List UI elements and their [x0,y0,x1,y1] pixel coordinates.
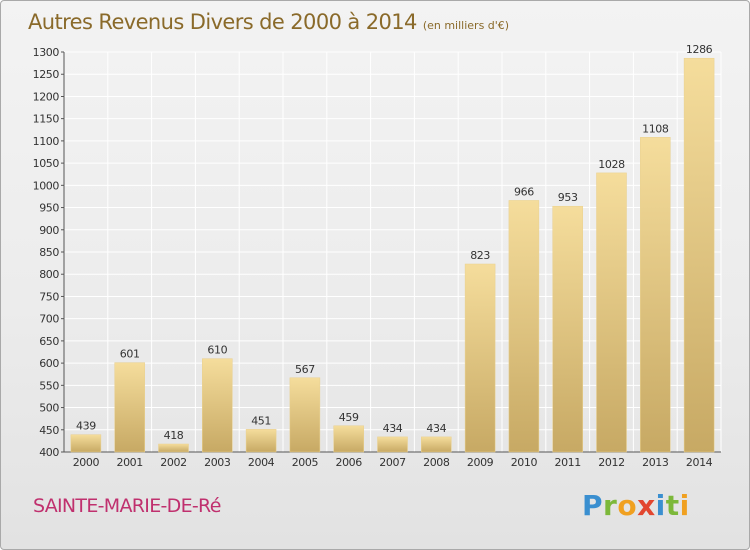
bar-2005 [289,377,321,453]
bar-2011 [552,205,583,453]
y-tick-label: 400 [39,446,59,459]
value-label: 953 [558,191,578,204]
y-tick-labels: 400 450 500 550 600 650 700 750 800 850 900 950 1000… [33,46,60,459]
x-tick-label: 2000 [73,456,100,469]
y-tick-label: 1200 [33,90,60,103]
value-label: 1028 [598,158,625,171]
x-tick-labels: 2000 2001 2002 2003 2004 2005 2006 2007 2008 2009… [73,456,713,469]
y-tick-label: 1050 [33,157,60,170]
bar-2008 [421,436,452,453]
bar-2013 [640,137,671,453]
x-tick-label: 2001 [116,456,142,469]
x-tick-label: 2012 [598,456,624,469]
town-name: SAINTE-MARIE-DE-Ré [33,495,221,517]
chart-title: Autres Revenus Divers de 2000 à 2014 [28,10,417,34]
y-tick-label: 950 [39,202,59,215]
x-tick-label: 2006 [335,456,362,469]
value-label: 567 [295,363,315,376]
y-tick-label: 1150 [33,113,60,126]
y-tick-label: 650 [39,335,59,348]
x-tick-label: 2002 [160,456,186,469]
value-label: 601 [120,348,140,361]
y-tick-label: 450 [39,424,59,437]
bar-2009 [464,263,496,453]
value-label: 434 [383,422,403,435]
y-tick-label: 850 [39,246,59,259]
bar-2003 [202,358,233,453]
chart-subtitle: (en milliers d'€) [422,19,510,32]
value-label: 459 [339,411,359,424]
x-tick-label: 2008 [423,456,450,469]
y-tick-label: 1100 [33,135,60,148]
y-tick-label: 750 [39,290,59,303]
y-tick-label: 550 [39,379,59,392]
title-row: Autres Revenus Divers de 2000 à 2014 (en … [28,10,509,34]
x-tick-label: 2007 [379,456,406,469]
value-label: 1286 [686,43,713,56]
x-tick-label: 2010 [511,456,538,469]
x-tick-label: 2014 [686,456,713,469]
x-tick-label: 2004 [248,456,275,469]
bar-2002 [158,443,189,453]
y-tick-label: 600 [39,357,59,370]
value-label: 451 [251,414,271,427]
y-tick-label: 1300 [33,46,60,59]
value-label: 610 [207,344,227,357]
value-label: 439 [76,420,96,433]
bar-2001 [114,362,145,453]
bar-2012 [596,172,627,453]
bar-2010 [508,200,540,453]
bar-2004 [245,429,277,453]
x-tick-label: 2003 [204,456,231,469]
x-tick-label: 2013 [642,456,669,469]
bar-2000 [70,434,102,453]
y-tick-label: 1000 [33,179,60,192]
value-label: 823 [470,249,490,262]
value-label: 966 [514,185,534,198]
y-tick-label: 1250 [33,68,60,81]
bar-2007 [377,436,408,453]
y-tick-label: 500 [39,402,59,415]
x-tick-label: 2011 [554,456,580,469]
value-labels: 439 601 418 610 451 567 459 434 434 823 966 953 1028… [76,43,713,442]
bar-2006 [333,425,364,453]
bar-2014 [683,57,715,453]
bars [70,57,715,453]
value-label: 1108 [642,122,669,135]
y-tick-label: 700 [39,313,59,326]
proxiti-logo: Proxiti [582,489,690,522]
x-tick-label: 2005 [292,456,319,469]
y-tick-label: 800 [39,268,59,281]
y-tick-label: 900 [39,224,59,237]
value-label: 418 [164,429,184,442]
value-label: 434 [426,422,446,435]
x-tick-label: 2009 [467,456,494,469]
